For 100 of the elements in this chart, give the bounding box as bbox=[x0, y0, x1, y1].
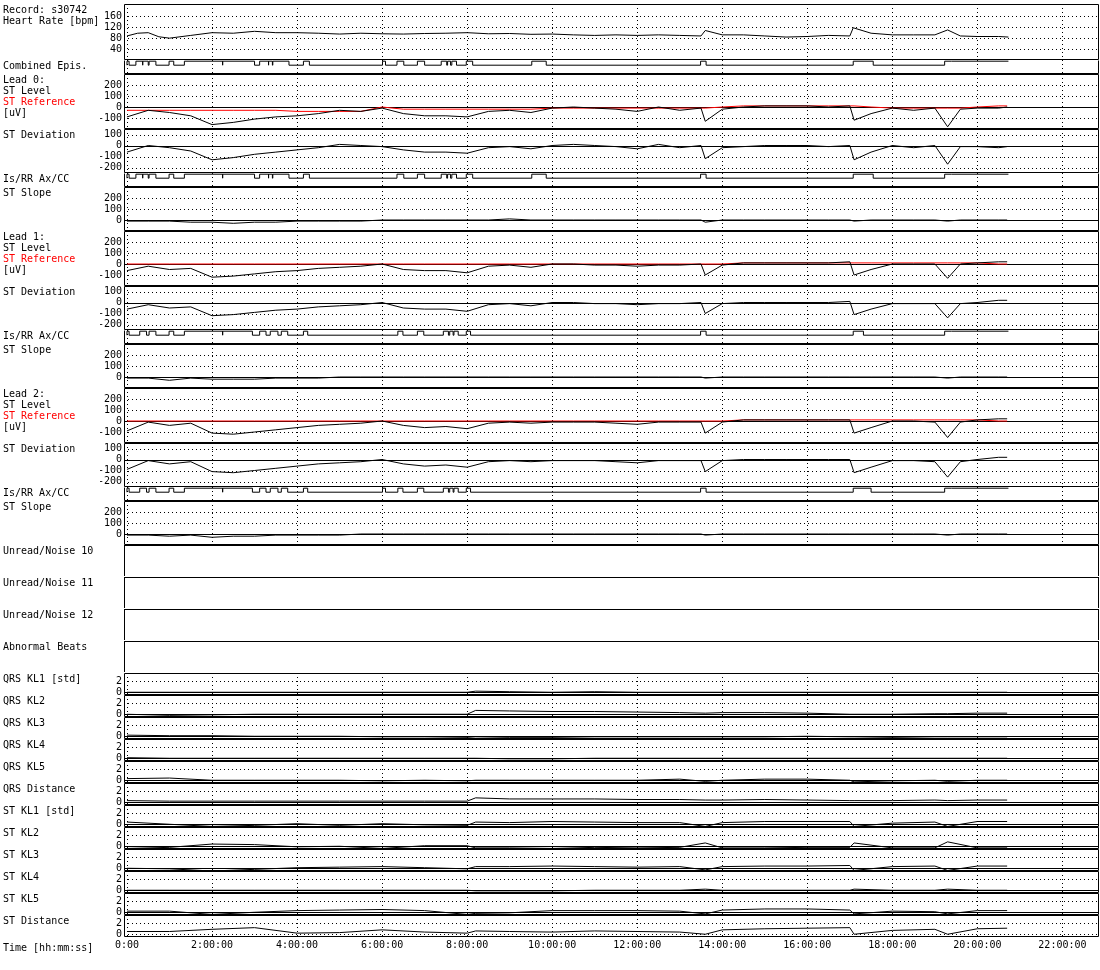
y-tick-label: 0 bbox=[115, 527, 122, 539]
y-axis-title: ST Deviation bbox=[3, 286, 77, 297]
y-tick-label: 2 bbox=[115, 916, 122, 928]
y-tick-label: 2 bbox=[115, 784, 122, 796]
x-tick-label: 14:00:00 bbox=[698, 938, 747, 950]
y-axis-title: ST Slope bbox=[3, 344, 53, 355]
y-axis-title: QRS KL4 bbox=[3, 739, 47, 750]
y-tick-label: -100 bbox=[97, 425, 122, 437]
y-axis-title: Combined Epis. bbox=[3, 60, 89, 71]
y-axis-title: ST Deviation bbox=[3, 443, 77, 454]
y-axis-title: Is/RR Ax/CC bbox=[3, 173, 71, 184]
y-tick-label: 2 bbox=[115, 850, 122, 862]
y-tick-label: 80 bbox=[109, 31, 122, 43]
y-tick-label: 160 bbox=[103, 9, 122, 21]
y-axis-title: QRS Distance bbox=[3, 783, 77, 794]
y-axis-title: QRS KL1 [std] bbox=[3, 673, 83, 684]
x-tick-label: 0:00 bbox=[114, 938, 140, 950]
y-tick-label: 0 bbox=[115, 213, 122, 225]
y-axis-title: Is/RR Ax/CC bbox=[3, 330, 71, 341]
x-tick-label: 6:00:00 bbox=[361, 938, 404, 950]
y-tick-label: 2 bbox=[115, 674, 122, 686]
y-axis-title: QRS KL2 bbox=[3, 695, 47, 706]
y-axis-title: [uV] bbox=[3, 421, 28, 432]
text: ST Reference bbox=[3, 96, 77, 107]
y-tick-label: 2 bbox=[115, 696, 122, 708]
text: Unread/Noise 10 bbox=[3, 545, 95, 556]
y-tick-label: 0 bbox=[115, 773, 122, 785]
y-axis-title: ST KL4 bbox=[3, 871, 41, 882]
y-tick-label: 0 bbox=[115, 861, 122, 873]
y-tick-label: -200 bbox=[97, 475, 122, 487]
y-tick-label: 200 bbox=[103, 392, 122, 404]
x-tick-label: 4:00:00 bbox=[275, 938, 319, 950]
y-tick-label: 2 bbox=[115, 828, 122, 840]
y-tick-label: 0 bbox=[115, 795, 122, 807]
y-tick-label: 0 bbox=[115, 453, 122, 465]
text: ST Level bbox=[3, 399, 53, 410]
x-tick-label: 8:00:00 bbox=[446, 938, 489, 950]
y-tick-label: 100 bbox=[103, 359, 122, 371]
y-tick-label: -100 bbox=[97, 268, 122, 280]
y-axis-title: ST Distance bbox=[3, 915, 71, 926]
y-tick-label: 0 bbox=[115, 685, 122, 697]
text: ST Level bbox=[3, 85, 53, 96]
text: Lead 0: bbox=[3, 74, 47, 85]
y-tick-label: 0 bbox=[115, 729, 122, 741]
y-tick-label: -100 bbox=[97, 307, 122, 319]
y-axis-title: Is/RR Ax/CC bbox=[3, 487, 71, 498]
text: ST Level bbox=[3, 242, 53, 253]
x-tick-label: 22:00:00 bbox=[1038, 938, 1087, 950]
y-tick-label: 100 bbox=[103, 89, 122, 101]
x-tick-label: 18:00:00 bbox=[868, 938, 917, 950]
y-tick-label: 100 bbox=[103, 246, 122, 258]
y-tick-label: 2 bbox=[115, 894, 122, 906]
y-tick-label: 0 bbox=[115, 839, 122, 851]
y-axis-title: [uV] bbox=[3, 264, 28, 275]
y-axis-title: ST KL5 bbox=[3, 893, 41, 904]
y-tick-label: 200 bbox=[103, 191, 122, 203]
y-tick-label: -100 bbox=[97, 150, 122, 162]
y-tick-label: 0 bbox=[115, 905, 122, 917]
y-axis-title: QRS KL5 bbox=[3, 761, 47, 772]
text: Unread/Noise 12 bbox=[3, 609, 95, 620]
y-tick-label: 200 bbox=[103, 348, 122, 360]
y-axis-title: ST Deviation bbox=[3, 129, 77, 140]
y-tick-label: 2 bbox=[115, 740, 122, 752]
y-tick-label: 0 bbox=[115, 370, 122, 382]
x-tick-label: 20:00:00 bbox=[953, 938, 1002, 950]
y-tick-label: 0 bbox=[115, 100, 122, 112]
text: Lead 2: bbox=[3, 388, 47, 399]
y-axis-title: Heart Rate [bpm] bbox=[3, 15, 100, 26]
y-tick-label: 120 bbox=[103, 20, 122, 32]
y-tick-label: 0 bbox=[115, 751, 122, 763]
y-tick-label: 0 bbox=[115, 927, 122, 939]
text: Lead 1: bbox=[3, 231, 47, 242]
y-tick-label: 200 bbox=[103, 505, 122, 517]
y-tick-label: -100 bbox=[97, 111, 122, 123]
y-tick-label: 0 bbox=[115, 257, 122, 269]
text: Unread/Noise 11 bbox=[3, 577, 95, 588]
x-tick-label: 16:00:00 bbox=[783, 938, 832, 950]
text: ST Reference bbox=[3, 253, 77, 264]
y-tick-label: 2 bbox=[115, 718, 122, 730]
x-tick-label: 2:00:00 bbox=[190, 938, 234, 950]
y-axis-title: QRS KL3 bbox=[3, 717, 47, 728]
x-axis-title: Time [hh:mm:ss] bbox=[3, 942, 94, 953]
y-tick-label: 40 bbox=[109, 42, 122, 54]
x-tick-label: 10:00:00 bbox=[528, 938, 577, 950]
y-axis-title: ST Slope bbox=[3, 187, 53, 198]
y-axis-title: ST Slope bbox=[3, 501, 53, 512]
y-tick-label: 2 bbox=[115, 762, 122, 774]
y-tick-label: 100 bbox=[103, 128, 122, 140]
y-tick-label: -100 bbox=[97, 464, 122, 476]
y-axis-title: ST KL3 bbox=[3, 849, 41, 860]
text: ST Reference bbox=[3, 410, 77, 421]
text: Abnormal Beats bbox=[3, 641, 89, 652]
y-tick-label: 0 bbox=[115, 139, 122, 151]
y-tick-label: -200 bbox=[97, 161, 122, 173]
y-tick-label: 2 bbox=[115, 872, 122, 884]
y-tick-label: 0 bbox=[115, 296, 122, 308]
y-axis-title: ST KL2 bbox=[3, 827, 41, 838]
y-tick-label: 200 bbox=[103, 78, 122, 90]
y-tick-label: 100 bbox=[103, 516, 122, 528]
y-tick-label: 0 bbox=[115, 707, 122, 719]
